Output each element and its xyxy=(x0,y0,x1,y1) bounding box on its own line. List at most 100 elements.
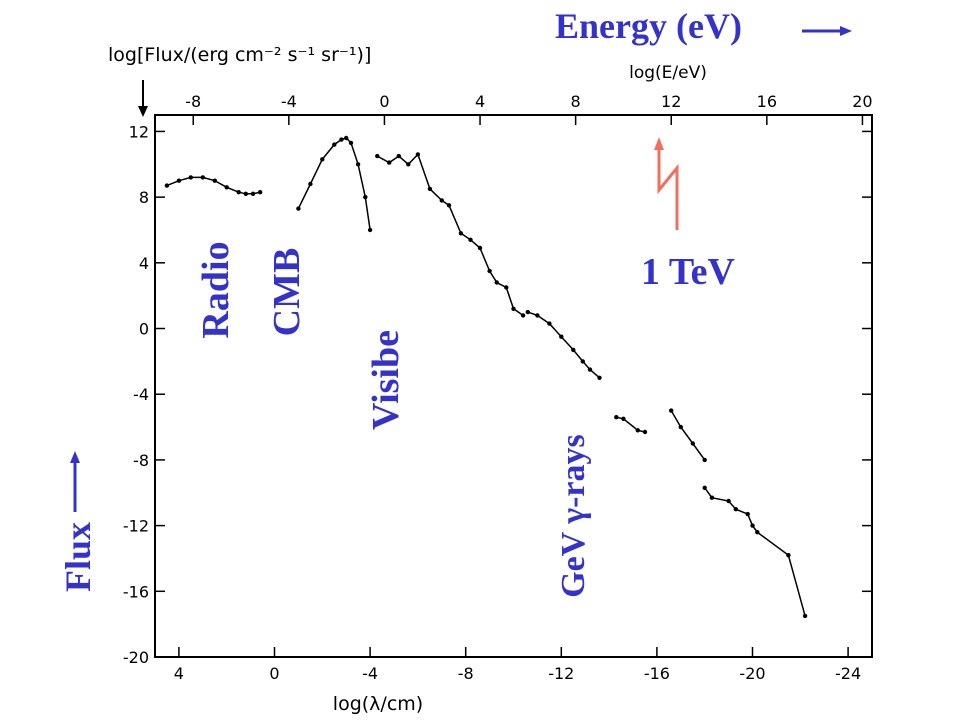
x-tick-label: -8 xyxy=(458,664,474,683)
x-tick-label: -16 xyxy=(644,664,670,683)
data-point xyxy=(367,227,373,233)
data-point xyxy=(547,321,552,326)
flux-arrow-icon xyxy=(70,451,80,512)
data-point xyxy=(642,429,648,435)
data-point xyxy=(535,313,540,318)
data-point xyxy=(176,178,182,183)
top-x-axis-label: log(E/eV) xyxy=(629,63,707,83)
data-point xyxy=(296,206,301,211)
series-line xyxy=(670,410,706,461)
y-tick-label: -20 xyxy=(123,648,149,667)
x-tick-label: 4 xyxy=(174,664,184,683)
data-point xyxy=(396,153,401,159)
flux-annotation: Flux xyxy=(58,522,98,592)
x-tick-label: -20 xyxy=(739,664,765,683)
series-line xyxy=(616,416,646,433)
data-point xyxy=(200,175,205,180)
data-point xyxy=(504,285,509,290)
data-point xyxy=(702,457,707,463)
top-x-tick-label: -4 xyxy=(281,92,297,111)
plot-frame xyxy=(154,114,873,658)
data-point xyxy=(802,613,808,619)
top-x-tick-label: 0 xyxy=(379,92,389,111)
radio-annotation: Radio xyxy=(195,241,237,338)
top-x-tick-label: 8 xyxy=(571,92,581,111)
data-point xyxy=(224,185,229,190)
data-point xyxy=(511,306,516,311)
data-point xyxy=(709,495,715,500)
y-tick-label: -12 xyxy=(123,517,149,536)
visible-annotation: Visibe xyxy=(365,330,407,430)
data-point xyxy=(702,485,707,490)
bottom-x-axis-label: log(λ/cm) xyxy=(333,693,423,715)
series-line xyxy=(376,153,524,317)
data-point xyxy=(188,175,193,180)
top-x-tick-label: -8 xyxy=(185,92,201,111)
y-tick-label: 0 xyxy=(139,320,149,339)
tev-marker-icon xyxy=(654,137,679,230)
series-line xyxy=(704,487,806,617)
data-point xyxy=(690,441,695,446)
energy-arrow-icon xyxy=(802,26,852,36)
data-point xyxy=(635,428,640,433)
energy-annotation: Energy (eV) xyxy=(555,6,742,46)
top-x-tick-label: 16 xyxy=(757,92,777,111)
data-point xyxy=(559,334,564,339)
data-point xyxy=(427,186,433,192)
data-point xyxy=(344,135,349,141)
data-point xyxy=(332,142,337,147)
series-line xyxy=(166,176,261,195)
data-point xyxy=(614,415,619,420)
top-x-tick-label: 4 xyxy=(475,92,485,111)
data-point xyxy=(678,424,683,430)
data-point xyxy=(487,268,492,274)
data-point xyxy=(212,178,217,183)
y-tick-label: -4 xyxy=(133,385,149,404)
data-point xyxy=(348,140,354,146)
data-point xyxy=(494,280,499,285)
data-point xyxy=(406,162,411,167)
data-point xyxy=(258,190,263,195)
data-point xyxy=(164,183,170,188)
y-tick-label: -16 xyxy=(123,582,149,601)
x-tick-label: -4 xyxy=(362,664,378,683)
y-tick-label: -8 xyxy=(133,451,149,470)
data-point xyxy=(375,153,380,159)
y-axis-label: log[Flux/(erg cm⁻² s⁻¹ sr⁻¹)] xyxy=(108,44,371,66)
data-point xyxy=(587,367,593,372)
data-point xyxy=(750,523,755,528)
data-point xyxy=(786,553,791,558)
data-series xyxy=(164,135,808,619)
data-point xyxy=(597,375,602,380)
y-tick-label: 12 xyxy=(129,122,149,141)
data-point xyxy=(669,408,674,413)
data-point xyxy=(355,162,361,167)
data-point xyxy=(320,157,325,162)
data-point xyxy=(468,237,473,242)
data-point xyxy=(439,198,444,203)
top-x-tick-label: 20 xyxy=(852,92,872,111)
data-point xyxy=(726,498,731,504)
data-point xyxy=(415,152,421,157)
tev-annotation: 1 TeV xyxy=(641,251,736,293)
data-point xyxy=(250,191,256,196)
data-point xyxy=(580,359,585,364)
y-tick-label: 8 xyxy=(139,188,149,207)
axis-ticks: 4 0 -4 -8 -12 -16 -20 -24 -8 -4 0 4 8 12 16 20 12 8 4 0 -4 -8… xyxy=(123,92,873,683)
data-point xyxy=(339,137,344,142)
data-point xyxy=(243,191,248,196)
x-tick-label: -24 xyxy=(835,664,861,683)
data-point xyxy=(525,309,530,315)
data-point xyxy=(755,530,760,535)
series-line xyxy=(297,137,371,231)
data-point xyxy=(446,203,452,208)
y-tick-label: 4 xyxy=(139,254,149,273)
top-x-tick-label: 12 xyxy=(661,92,681,111)
data-point xyxy=(236,190,241,195)
data-point xyxy=(458,231,464,236)
x-tick-label: 0 xyxy=(269,664,279,683)
cmb-annotation: CMB xyxy=(266,248,308,337)
data-point xyxy=(571,347,576,353)
data-point xyxy=(363,194,368,200)
